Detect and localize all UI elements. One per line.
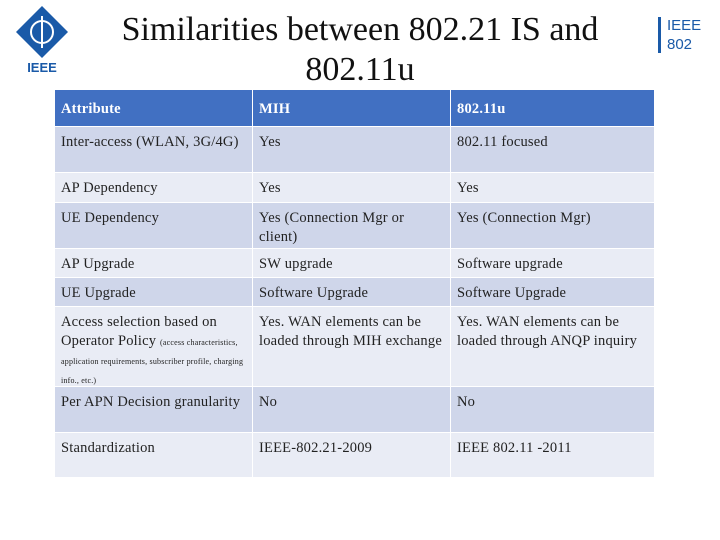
table-cell: No [253, 387, 451, 433]
logos: IEEE IEEE 802 [16, 6, 701, 75]
cell-text: 802.11 focused [457, 134, 548, 150]
table-cell: Yes [253, 127, 451, 173]
table-cell: Yes. WAN elements can be loaded through … [253, 307, 451, 387]
table-cell: SW upgrade [253, 249, 451, 278]
table-cell: Software Upgrade [451, 278, 655, 307]
cell-text: Yes. WAN elements can be loaded through … [259, 314, 442, 349]
table-cell: Inter-access (WLAN, 3G/4G) [55, 127, 253, 173]
cell-text: AP Dependency [61, 180, 158, 196]
cell-text: Attribute [61, 101, 121, 117]
table-cell: 802.11 focused [451, 127, 655, 173]
cell-text: No [457, 394, 476, 410]
table-cell: Yes [451, 173, 655, 203]
cell-text: Access selection based on Operator Polic… [61, 314, 217, 349]
table-cell: AP Dependency [55, 173, 253, 203]
logo-text: IEEE [27, 60, 57, 75]
cell-text: MIH [259, 101, 291, 117]
cell-text: 802.11u [457, 101, 506, 117]
table-cell: Per APN Decision granularity [55, 387, 253, 433]
cell-text: SW upgrade [259, 256, 333, 272]
cell-text: UE Upgrade [61, 285, 136, 301]
table-cell: IEEE 802.11 -2011 [451, 433, 655, 478]
cell-text: Yes (Connection Mgr) [457, 210, 591, 226]
cell-text: AP Upgrade [61, 256, 135, 272]
table-cell: Access selection based on Operator Polic… [55, 307, 253, 387]
header-cell: MIH [253, 90, 451, 127]
cell-text: Yes (Connection Mgr or client) [259, 210, 405, 245]
table-cell: UE Dependency [55, 203, 253, 249]
header-cell: Attribute [55, 90, 253, 127]
ieee-logo: IEEE [16, 6, 68, 75]
table-cell: IEEE-802.21-2009 [253, 433, 451, 478]
cell-text: Yes. WAN elements can be loaded through … [457, 314, 638, 349]
cell-text: Yes [259, 134, 281, 150]
cell-text: Per APN Decision granularity [61, 394, 241, 410]
table-cell: Software Upgrade [253, 278, 451, 307]
ieee802-logo: IEEE 802 [658, 17, 701, 53]
cell-text: Software Upgrade [457, 285, 567, 301]
table-cell: Standardization [55, 433, 253, 478]
cell-text: UE Dependency [61, 210, 160, 226]
cell-text: Software Upgrade [259, 285, 369, 301]
table-cell: Yes (Connection Mgr) [451, 203, 655, 249]
cell-text: Yes [457, 180, 479, 196]
table-cell: Yes [253, 173, 451, 203]
logo-text: IEEE [667, 17, 701, 34]
table-cell: AP Upgrade [55, 249, 253, 278]
cell-text: Yes [259, 180, 281, 196]
title: Similarities between 802.21 IS and [121, 11, 599, 48]
cell-text: IEEE-802.21-2009 [259, 440, 373, 456]
cell-text: IEEE 802.11 -2011 [457, 440, 572, 456]
title: 802.11u [305, 51, 415, 88]
cell-text: Standardization [61, 440, 156, 456]
table-cell: UE Upgrade [55, 278, 253, 307]
logo-text: 802 [667, 36, 692, 53]
table-cell: Yes. WAN elements can be loaded through … [451, 307, 655, 387]
header-cell: 802.11u [451, 90, 655, 127]
table-cell: Yes (Connection Mgr or client) [253, 203, 451, 249]
cell-text: Inter-access (WLAN, 3G/4G) [61, 134, 239, 150]
table-cell: No [451, 387, 655, 433]
cell-note: (access characteristics, application req… [61, 338, 244, 385]
cell-text: No [259, 394, 278, 410]
cell-text: Software upgrade [457, 256, 563, 272]
table-cell: Software upgrade [451, 249, 655, 278]
